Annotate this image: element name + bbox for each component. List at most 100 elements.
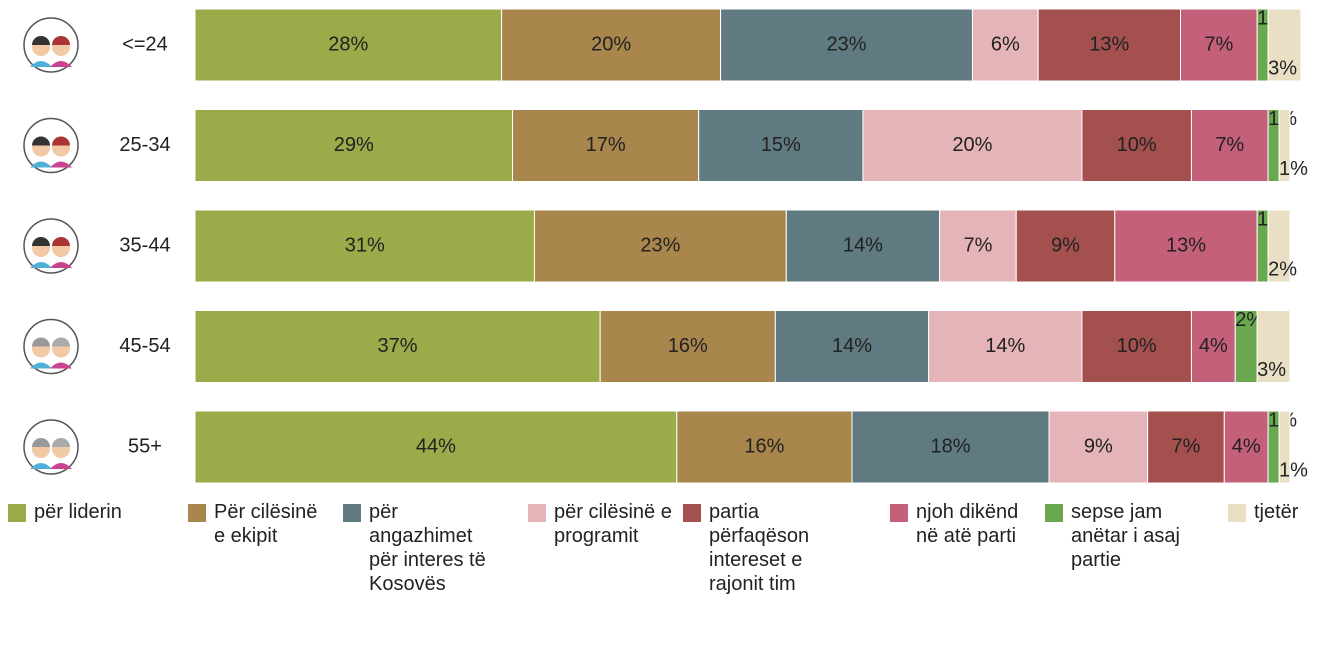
category-label: 25-34 xyxy=(119,134,170,156)
value-label: 44% xyxy=(416,435,456,457)
bar-segment xyxy=(928,310,1083,383)
legend-item: sepse jam anëtar i asaj partie xyxy=(1045,500,1189,572)
age-icon xyxy=(23,318,79,375)
icon-body xyxy=(30,362,52,369)
icon-body xyxy=(30,262,52,268)
bar-segment xyxy=(194,310,601,383)
value-label: 13% xyxy=(1089,33,1129,55)
icon-body xyxy=(50,161,72,168)
icon-circle xyxy=(23,218,79,274)
age-icon xyxy=(23,17,79,73)
value-label: 16% xyxy=(744,435,784,457)
legend-swatch xyxy=(890,504,908,522)
bar-segment xyxy=(785,209,941,283)
legend-swatch xyxy=(343,504,361,522)
bar-segment xyxy=(1267,8,1302,82)
value-label: 4% xyxy=(1199,335,1228,357)
value-label: 15% xyxy=(761,134,801,156)
legend-item: partia përfaqëson intereset e rajonit ti… xyxy=(683,500,827,596)
value-label: 31% xyxy=(345,234,385,256)
icon-circle xyxy=(23,318,79,375)
bar-segment xyxy=(1267,209,1291,283)
bar-segment xyxy=(194,8,503,82)
legend-label: për angazhimet për interes të Kosovës xyxy=(369,501,486,595)
icon-body xyxy=(50,463,72,469)
bar-segment xyxy=(1147,410,1225,484)
icon-body xyxy=(30,463,52,469)
value-label: 20% xyxy=(591,33,631,55)
age-icon xyxy=(23,218,79,274)
value-label: 16% xyxy=(668,335,708,357)
value-label: 29% xyxy=(334,134,374,156)
value-label: 1% xyxy=(1279,158,1308,180)
legend-swatch xyxy=(683,504,701,522)
bar-segment xyxy=(1223,410,1269,484)
value-label: 9% xyxy=(1051,234,1080,256)
icon-body xyxy=(50,262,72,268)
legend-label: njoh dikënd në atë parti xyxy=(916,501,1019,547)
icon-hair xyxy=(52,136,70,146)
icon-circle xyxy=(23,117,79,174)
icon-hair xyxy=(32,237,50,246)
legend-label: për cilësinë e programit xyxy=(554,501,672,547)
legend-item: Për cilësinë e ekipit xyxy=(188,500,332,548)
value-label: 1% xyxy=(1279,459,1308,481)
icon-hair xyxy=(32,136,50,146)
bar-segment xyxy=(512,109,700,182)
value-label: 28% xyxy=(328,33,368,55)
legend-swatch xyxy=(528,504,546,522)
value-label: 2% xyxy=(1268,258,1297,280)
value-label: 14% xyxy=(843,234,883,256)
bar-segment xyxy=(851,410,1050,484)
value-label: 14% xyxy=(832,335,872,357)
value-label: 18% xyxy=(931,435,971,457)
value-label: 7% xyxy=(1172,435,1201,457)
value-label: 7% xyxy=(963,234,992,256)
category-label: 55+ xyxy=(128,435,162,457)
bar-segment xyxy=(194,410,678,484)
icon-hair xyxy=(32,337,50,347)
icon-body xyxy=(30,61,52,67)
bar-segment xyxy=(1081,310,1192,383)
legend-label: tjetër xyxy=(1254,501,1299,523)
bar-segment xyxy=(1037,8,1182,82)
value-label: 7% xyxy=(1204,33,1233,55)
icon-hair xyxy=(52,237,70,246)
icon-hair xyxy=(32,36,50,45)
icon-circle xyxy=(23,419,79,475)
bar-segment xyxy=(501,8,722,82)
legend-item: për liderin xyxy=(8,500,152,524)
value-label: 3% xyxy=(1268,57,1297,79)
legend-label: Për cilësinë e ekipit xyxy=(214,501,318,547)
value-label: 10% xyxy=(1117,134,1157,156)
value-label: 23% xyxy=(827,33,867,55)
age-icon xyxy=(23,117,79,174)
icon-hair xyxy=(52,337,70,347)
legend-item: njoh dikënd në atë parti xyxy=(890,500,1034,548)
category-label: 45-54 xyxy=(119,335,170,357)
bar-segment xyxy=(1278,410,1291,484)
icon-body xyxy=(50,362,72,369)
icon-body xyxy=(30,161,52,168)
icon-hair xyxy=(52,438,70,447)
value-label: 20% xyxy=(952,134,992,156)
category-label: <=24 xyxy=(122,33,168,55)
bar-segment xyxy=(939,209,1017,283)
bar-segment xyxy=(1180,8,1258,82)
legend-swatch xyxy=(1045,504,1063,522)
bar-segment xyxy=(698,109,864,182)
legend-label: sepse jam anëtar i asaj partie xyxy=(1071,501,1180,571)
bar-segment xyxy=(1114,209,1258,283)
icon-circle xyxy=(23,17,79,73)
icon-hair xyxy=(52,36,70,45)
bar-segment xyxy=(1015,209,1116,283)
value-label: 13% xyxy=(1166,234,1206,256)
legend-label: për liderin xyxy=(34,501,122,523)
legend-swatch xyxy=(188,504,206,522)
icon-body xyxy=(50,61,72,67)
legend-item: për cilësinë e programit xyxy=(528,500,672,548)
category-label: 35-44 xyxy=(119,234,170,256)
value-label: 14% xyxy=(985,335,1025,357)
chart: <=24 28% 20% 23% 6% 13% 7% 1% 3% 25-34 29% 17% 15% 20… xyxy=(23,7,1308,484)
